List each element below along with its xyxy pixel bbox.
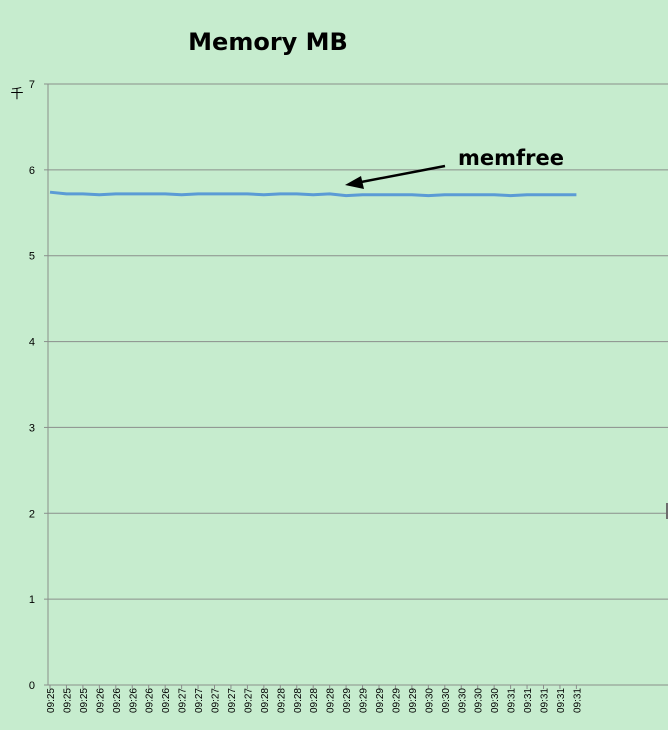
x-tick-label: 09:27 (211, 688, 222, 713)
x-tick-label: 09:26 (161, 688, 172, 713)
x-tick-label: 09:27 (194, 688, 205, 713)
x-tick-label: 09:30 (457, 688, 468, 713)
x-tick-label: 09:25 (79, 688, 90, 713)
y-tick-label: 4 (29, 337, 35, 349)
series-line-memfree (49, 190, 577, 198)
y-tick-label: 3 (29, 422, 35, 434)
x-tick-label: 09:28 (260, 688, 271, 713)
x-tick-label: 09:26 (95, 688, 106, 713)
annotation: memfree (345, 146, 564, 189)
y-tick-label: 7 (29, 79, 35, 91)
x-tick-label: 09:27 (243, 688, 254, 713)
x-tick-label: 09:29 (375, 688, 386, 713)
x-tick-label: 09:28 (309, 688, 320, 713)
x-tick-label: 09:25 (46, 688, 57, 713)
x-tick-label: 09:25 (62, 688, 73, 713)
x-tick-label: 09:31 (556, 688, 567, 713)
x-tick-label: 09:31 (523, 688, 534, 713)
x-tick-label: 09:29 (359, 688, 370, 713)
x-tick-label: 09:30 (474, 688, 485, 713)
x-tick-label: 09:31 (507, 688, 518, 713)
x-tick-label: 09:30 (441, 688, 452, 713)
y-unit-label: 千 (10, 87, 23, 102)
y-tick-label: 2 (29, 508, 35, 520)
series-lines (49, 190, 577, 198)
y-tick-label: 5 (29, 251, 35, 263)
x-tick-label: 09:31 (572, 688, 583, 713)
x-tick-label: 09:28 (326, 688, 337, 713)
x-tick-label: 09:30 (490, 688, 501, 713)
x-tick-label: 09:27 (227, 688, 238, 713)
x-tick-label: 09:29 (391, 688, 402, 713)
x-tick-label: 09:26 (128, 688, 139, 713)
x-tick-label: 09:29 (342, 688, 353, 713)
x-tick-label: 09:26 (145, 688, 156, 713)
annotation-arrow-head (345, 176, 364, 189)
x-tick-label: 09:31 (540, 688, 551, 713)
x-axis-ticks: 09:25 09:25 09:25 09:26 09:26 09:26 09:26 09:26… (46, 685, 583, 713)
gridlines (44, 83, 668, 686)
x-tick-label: 09:27 (178, 688, 189, 713)
annotation-label: memfree (458, 146, 564, 170)
x-tick-label: 09:28 (276, 688, 287, 713)
x-tick-label: 09:29 (408, 688, 419, 713)
x-tick-label: 09:28 (293, 688, 304, 713)
x-tick-label: 09:26 (112, 688, 123, 713)
y-tick-label: 6 (29, 165, 35, 177)
chart-title: Memory MB (188, 28, 348, 56)
scroll-handle[interactable] (666, 503, 668, 519)
y-tick-label: 1 (29, 594, 35, 606)
y-tick-label: 0 (29, 680, 35, 692)
y-axis-ticks: 0 1 2 3 4 5 6 7 (29, 79, 35, 692)
x-tick-label: 09:30 (424, 688, 435, 713)
annotation-arrow-shaft (355, 164, 446, 185)
